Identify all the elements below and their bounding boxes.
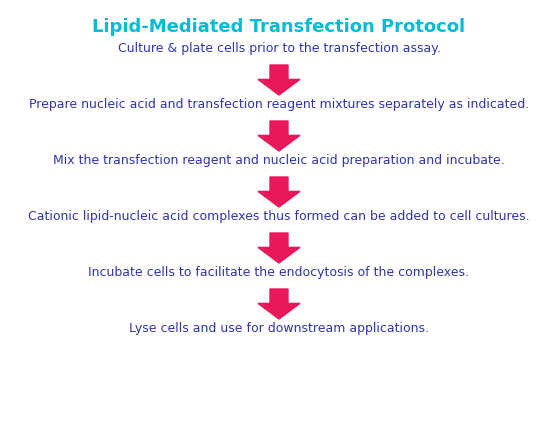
FancyArrow shape bbox=[258, 121, 300, 151]
FancyArrow shape bbox=[258, 177, 300, 207]
Text: Cationic lipid-nucleic acid complexes thus formed can be added to cell cultures.: Cationic lipid-nucleic acid complexes th… bbox=[28, 210, 530, 223]
Text: Mix the transfection reagent and nucleic acid preparation and incubate.: Mix the transfection reagent and nucleic… bbox=[53, 154, 505, 167]
FancyArrow shape bbox=[258, 233, 300, 263]
FancyArrow shape bbox=[258, 65, 300, 95]
Text: Lipid-Mediated Transfection Protocol: Lipid-Mediated Transfection Protocol bbox=[93, 18, 465, 36]
Text: Prepare nucleic acid and transfection reagent mixtures separately as indicated.: Prepare nucleic acid and transfection re… bbox=[29, 98, 529, 111]
Text: Culture & plate cells prior to the transfection assay.: Culture & plate cells prior to the trans… bbox=[118, 42, 440, 55]
Text: Incubate cells to facilitate the endocytosis of the complexes.: Incubate cells to facilitate the endocyt… bbox=[89, 266, 469, 279]
Text: Lyse cells and use for downstream applications.: Lyse cells and use for downstream applic… bbox=[129, 322, 429, 335]
FancyArrow shape bbox=[258, 289, 300, 319]
